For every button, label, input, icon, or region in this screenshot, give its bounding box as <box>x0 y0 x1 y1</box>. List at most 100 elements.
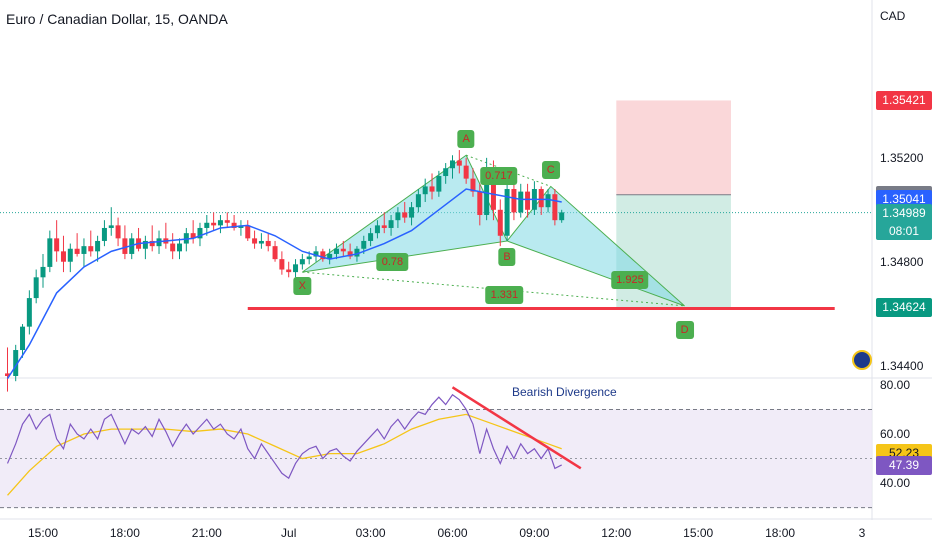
candle-body <box>54 238 60 252</box>
time-tick-label: 3 <box>858 526 866 540</box>
candle-body <box>286 269 292 273</box>
time-tick-label: 09:00 <box>519 526 550 540</box>
candle <box>95 235 101 262</box>
candle <box>450 155 455 179</box>
candle <box>252 230 258 249</box>
candle <box>5 347 11 392</box>
price-tick-label: 1.34400 <box>880 358 924 373</box>
candle <box>313 246 319 262</box>
candle-body <box>95 240 101 252</box>
rsi-tick-label: 40.00 <box>880 476 911 491</box>
candle-body <box>374 225 380 234</box>
candle-body <box>368 233 374 241</box>
candle <box>81 238 87 267</box>
candle <box>429 173 435 200</box>
candle <box>197 222 203 247</box>
candle-body <box>142 240 148 249</box>
price-label-value: 1.34624 <box>882 300 926 315</box>
pattern-ratio-label: 1.331 <box>485 286 524 305</box>
candle-body <box>395 212 401 221</box>
candle-body <box>279 259 285 270</box>
candle-body <box>245 225 251 239</box>
candle-body <box>470 178 476 192</box>
pattern-point-label: A <box>457 130 475 149</box>
candle-body <box>26 298 32 327</box>
candle-body <box>67 248 73 262</box>
candle-body <box>272 246 278 260</box>
candle-body <box>115 225 121 239</box>
price-label-countdown: 08:01 <box>888 223 920 238</box>
candle <box>436 170 442 197</box>
candle-body <box>450 160 455 169</box>
candle <box>511 178 517 221</box>
price-label-value: 1.34989 <box>882 205 926 220</box>
candle-body <box>170 243 176 252</box>
candle-body <box>333 248 339 254</box>
candle <box>204 214 210 236</box>
pattern-ratio-label: 1.925 <box>611 270 649 289</box>
candle-body <box>361 240 367 249</box>
divergence-label: Bearish Divergence <box>512 385 617 399</box>
candle <box>163 222 169 249</box>
candle <box>108 207 114 236</box>
candle-body <box>518 191 524 213</box>
candle-body <box>415 194 421 208</box>
candle <box>231 214 237 231</box>
candle <box>20 324 26 358</box>
candle <box>320 248 326 262</box>
candle-body <box>265 240 271 247</box>
price-label: 1.34989 08:01 <box>876 203 932 240</box>
candle <box>340 240 346 257</box>
candle <box>40 253 46 288</box>
candle-body <box>511 189 517 213</box>
candle <box>13 344 19 382</box>
candle-body <box>122 238 128 254</box>
candle-body <box>224 220 230 223</box>
candle <box>190 220 196 244</box>
candle-body <box>490 168 496 210</box>
candle-body <box>47 238 53 267</box>
pattern-ratio-label: 0.78 <box>376 252 409 271</box>
candle <box>463 157 469 184</box>
candle <box>286 261 292 278</box>
candle <box>443 163 449 184</box>
candle <box>374 220 380 239</box>
price-label: 1.35421 <box>876 91 932 111</box>
rsi-ma-line <box>7 413 562 496</box>
pattern-point-label: B <box>498 247 516 266</box>
candle <box>136 227 142 252</box>
candle <box>518 183 524 218</box>
candle-body <box>327 253 333 260</box>
candle-body <box>525 191 531 210</box>
candle <box>170 233 176 260</box>
rsi-tick-label: 60.00 <box>880 427 911 441</box>
candle-body <box>340 248 346 252</box>
candle-body <box>190 233 196 239</box>
globe-icon[interactable] <box>852 350 872 370</box>
candle <box>409 202 415 226</box>
candle <box>149 225 155 252</box>
candle <box>368 227 374 247</box>
time-tick-label: 15:00 <box>683 526 714 540</box>
candle-body <box>354 248 360 257</box>
candle <box>552 189 558 226</box>
candle-body <box>197 227 203 239</box>
candle <box>559 209 565 223</box>
candle <box>456 150 462 174</box>
candle <box>347 243 353 260</box>
candle <box>422 178 428 202</box>
candle-body <box>293 264 299 273</box>
time-tick-label: 18:00 <box>109 526 140 540</box>
candle <box>122 225 128 260</box>
candle-body <box>463 165 469 179</box>
moving-average-line <box>6 188 562 380</box>
time-tick-label: 06:00 <box>437 526 468 540</box>
pattern-point-label: D <box>675 320 694 339</box>
candle <box>238 220 244 236</box>
candle-body <box>177 243 182 252</box>
candle-body <box>320 251 326 260</box>
price-tick-label: 1.35200 <box>880 150 924 165</box>
candle-body <box>306 256 312 260</box>
